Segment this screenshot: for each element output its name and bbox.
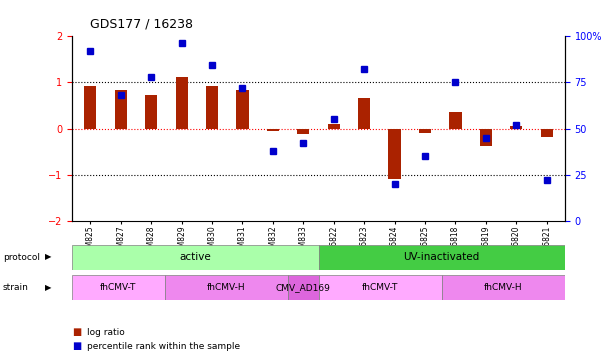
- Bar: [84, 86, 96, 129]
- Text: ■: ■: [72, 327, 81, 337]
- FancyBboxPatch shape: [319, 245, 565, 270]
- Bar: [480, 129, 492, 146]
- FancyBboxPatch shape: [288, 275, 319, 300]
- Bar: [328, 124, 340, 129]
- Text: ■: ■: [72, 341, 81, 351]
- Bar: [510, 126, 522, 129]
- Bar: [541, 129, 553, 137]
- Text: fhCMV-H: fhCMV-H: [484, 283, 523, 292]
- Text: GDS177 / 16238: GDS177 / 16238: [90, 18, 193, 31]
- Bar: [206, 86, 218, 129]
- Text: CMV_AD169: CMV_AD169: [276, 283, 331, 292]
- Text: log ratio: log ratio: [87, 327, 125, 337]
- Text: fhCMV-T: fhCMV-T: [362, 283, 398, 292]
- FancyBboxPatch shape: [72, 275, 165, 300]
- Text: fhCMV-H: fhCMV-H: [207, 283, 245, 292]
- Text: protocol: protocol: [3, 252, 40, 262]
- Bar: [115, 90, 127, 129]
- Bar: [297, 129, 310, 134]
- Text: active: active: [180, 252, 211, 262]
- Bar: [175, 77, 188, 129]
- Text: strain: strain: [3, 283, 29, 292]
- Bar: [419, 129, 431, 133]
- FancyBboxPatch shape: [442, 275, 565, 300]
- Bar: [450, 112, 462, 129]
- Text: fhCMV-T: fhCMV-T: [100, 283, 136, 292]
- Bar: [267, 129, 279, 131]
- FancyBboxPatch shape: [72, 245, 319, 270]
- Bar: [145, 95, 157, 129]
- FancyBboxPatch shape: [319, 275, 442, 300]
- Text: ▶: ▶: [45, 282, 52, 292]
- Bar: [388, 129, 401, 178]
- Text: percentile rank within the sample: percentile rank within the sample: [87, 342, 240, 351]
- Bar: [358, 98, 370, 129]
- FancyBboxPatch shape: [165, 275, 288, 300]
- Bar: [236, 90, 249, 129]
- Text: UV-inactivated: UV-inactivated: [404, 252, 480, 262]
- Text: ▶: ▶: [45, 252, 52, 261]
